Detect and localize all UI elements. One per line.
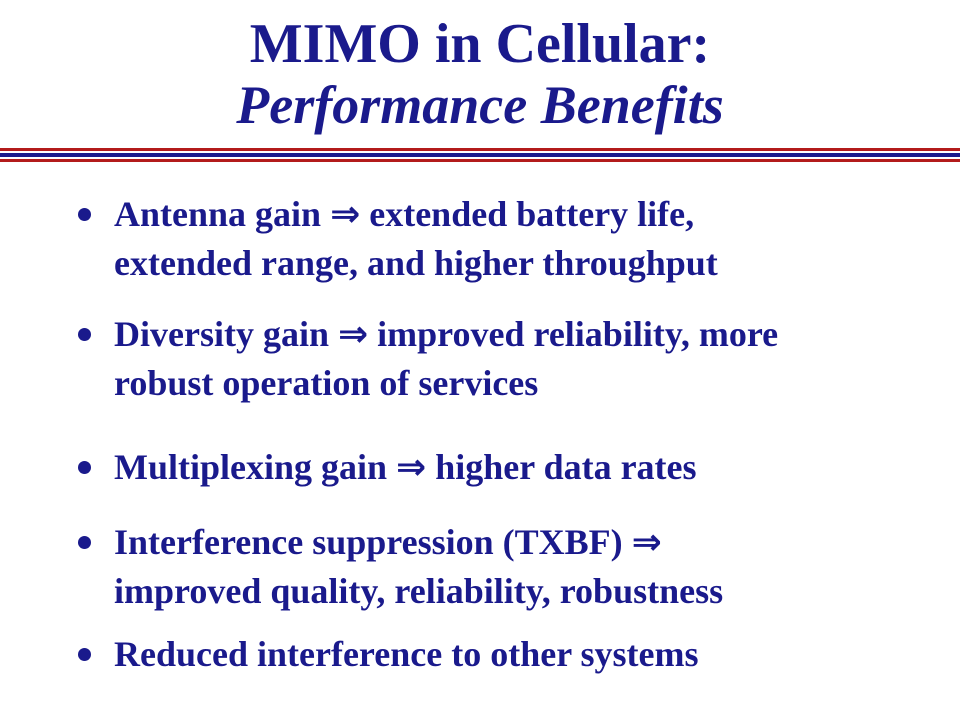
slide-title: MIMO in Cellular: Performance Benefits [0,14,960,136]
bullet-rest: higher data rates [426,447,697,487]
bullet-line-1: Multiplexing gain ⇒ higher data rates [114,443,938,492]
implies-arrow-icon: ⇒ [631,522,662,563]
bullet-lead: Diversity gain [114,314,329,354]
bullet-dot-icon [78,461,91,474]
title-line-1: MIMO in Cellular: [249,13,711,75]
bullet-line-2: improved quality, reliability, robustnes… [114,571,724,611]
bullet-line-1: Interference suppression (TXBF) ⇒ [114,518,938,567]
bullet-lead: Interference suppression (TXBF) [114,522,623,562]
bullet-dot-icon [78,536,91,549]
bullet-dot-icon [78,648,91,661]
bullet-dot-icon [78,208,91,221]
bullet-text: Reduced interference to other systems [114,630,938,678]
bullet-line-2: robust operation of services [114,363,539,403]
bullet-text: Multiplexing gain ⇒ higher data rates [114,443,938,492]
bullet-text: Antenna gain ⇒ extended battery life, ex… [114,190,938,287]
bullet-rest: improved reliability, more [368,314,779,354]
bullet-text: Interference suppression (TXBF) ⇒ improv… [114,518,938,615]
bullet-lead: Multiplexing gain [114,447,388,487]
title-line-2: Performance Benefits [236,75,724,135]
implies-arrow-icon: ⇒ [330,194,361,235]
divider-blue [0,153,960,157]
bullet-dot-icon [78,328,91,341]
bullet-line-1: Diversity gain ⇒ improved reliability, m… [114,310,938,359]
bullet-line-2: extended range, and higher throughput [114,243,718,283]
bullet-line-1: Antenna gain ⇒ extended battery life, [114,190,938,239]
divider-red-top [0,148,960,151]
bullet-lead: Antenna gain [114,194,322,234]
bullet-line-1: Reduced interference to other systems [114,634,699,674]
implies-arrow-icon: ⇒ [396,447,427,488]
bullet-text: Diversity gain ⇒ improved reliability, m… [114,310,938,407]
implies-arrow-icon: ⇒ [337,314,369,355]
bullet-rest: extended battery life, [360,194,695,234]
divider-red-bottom [0,159,960,162]
